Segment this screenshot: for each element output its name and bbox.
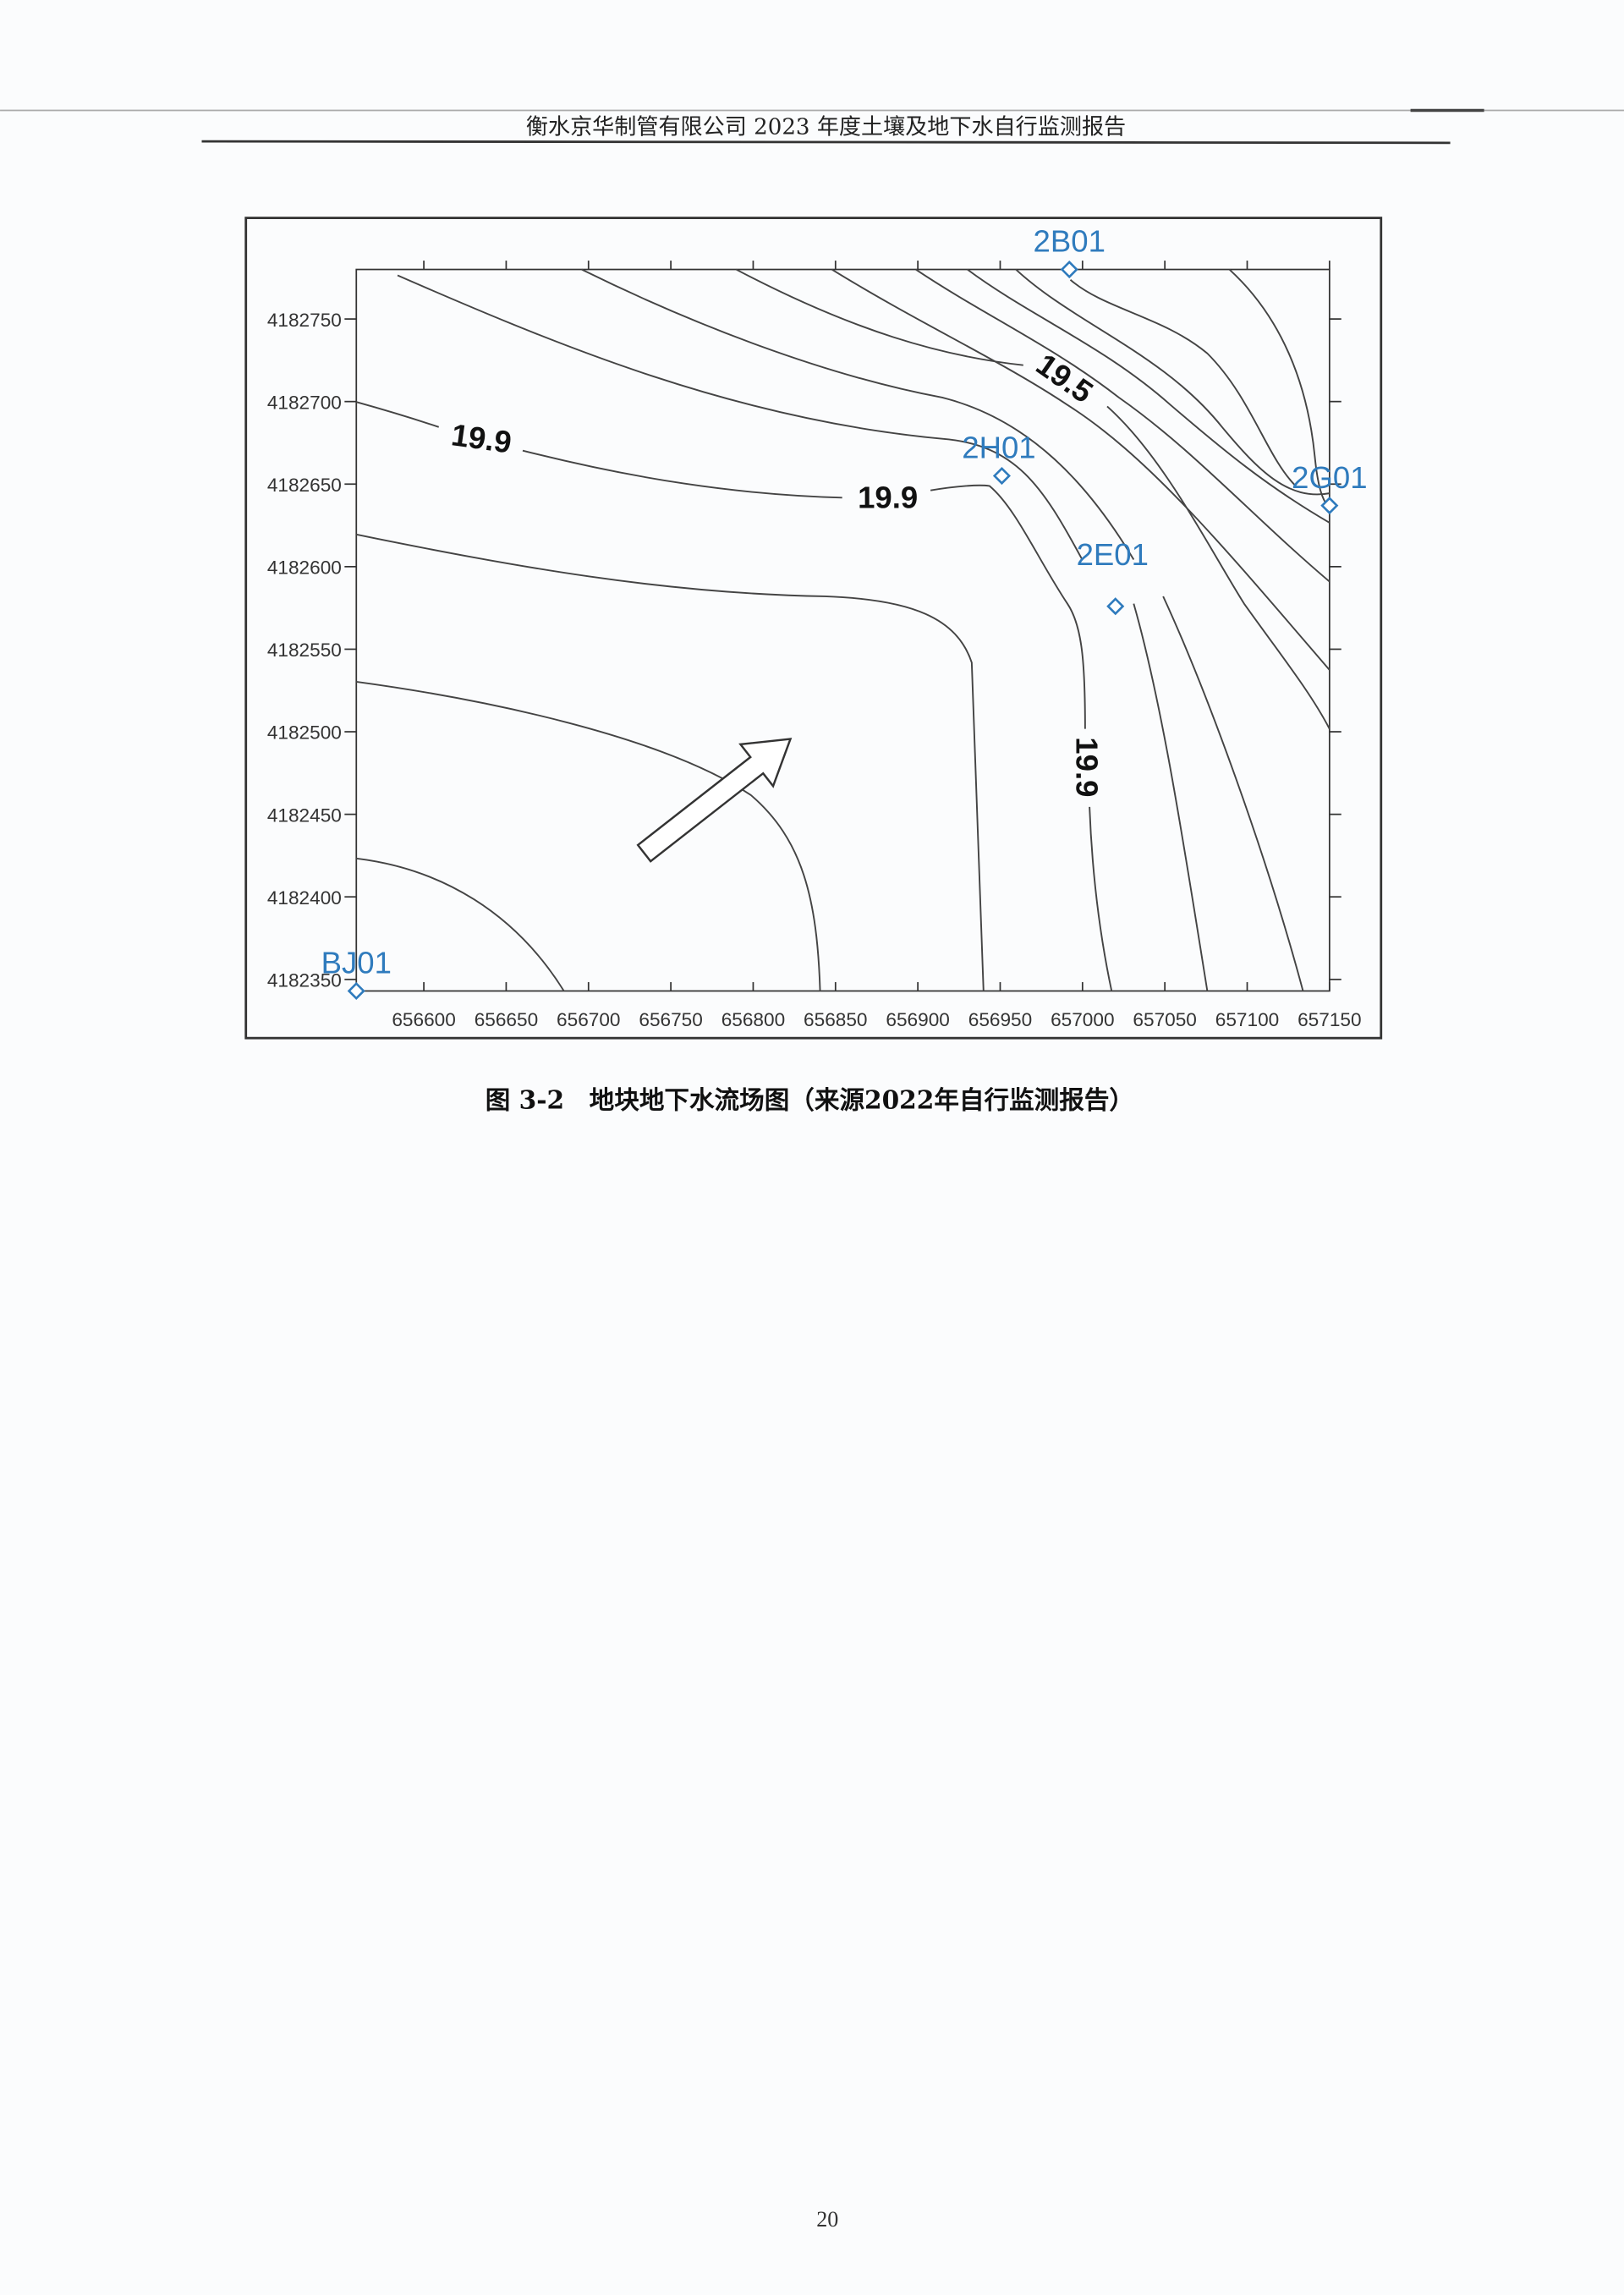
contour-line	[1228, 268, 1330, 509]
axes: 656600 656650 656700 656750 656800 656850 6569…	[267, 261, 1362, 1030]
contour-label: 19.5	[1030, 347, 1100, 409]
contour-chart: 656600 656650 656700 656750 656800 656850 6569…	[267, 224, 1368, 1031]
y-tick-label: 4182450	[267, 804, 342, 826]
well-marker-icon	[992, 466, 1011, 486]
y-tick-label: 4182600	[267, 557, 342, 579]
contour-line	[356, 680, 821, 991]
x-tick-label: 656800	[721, 1009, 785, 1030]
header-title: 衡水京华制管有限公司 2023 年度土壤及地下水自行监测报告	[526, 114, 1126, 140]
x-tick-label: 656700	[557, 1009, 620, 1030]
contour-line	[1015, 268, 1330, 496]
contour-line	[735, 268, 1330, 730]
well-marker-icon	[1320, 497, 1339, 515]
x-tick-label: 656850	[804, 1009, 867, 1030]
contour-line	[915, 268, 1330, 583]
contour-line	[397, 274, 1209, 991]
well-label: 2B01	[1034, 224, 1106, 259]
header-bottom-rule	[201, 140, 1451, 145]
x-tick-label: 656900	[886, 1009, 949, 1030]
y-tick-label: 4182750	[267, 310, 342, 331]
well-marker-icon	[347, 981, 365, 1001]
x-tick-label: 656750	[639, 1009, 702, 1030]
flow-direction-arrow-icon	[636, 738, 793, 863]
well-label: BJ01	[321, 946, 392, 980]
contour-line	[1069, 279, 1297, 487]
figure-frame	[244, 217, 1383, 1040]
y-tick-label: 4182700	[267, 392, 342, 413]
well-label: 2E01	[1077, 537, 1149, 572]
contour-label: 19.9	[858, 480, 918, 515]
contour-line	[356, 857, 565, 991]
x-tick-label: 656950	[968, 1009, 1032, 1030]
well-marker-icon	[1060, 260, 1078, 279]
contour-line	[581, 268, 1304, 991]
x-tick-label: 656650	[475, 1009, 538, 1030]
plot-area	[355, 268, 1330, 992]
contour-label: 19.9	[449, 417, 513, 460]
contour-labels: 19.9 19.9 19.5 19.9	[449, 347, 1104, 798]
x-tick-label: 657100	[1215, 1009, 1279, 1030]
page-number: 20	[816, 2207, 838, 2232]
well-marker-icon	[1106, 597, 1125, 616]
y-tick-label: 4182550	[267, 640, 342, 661]
well-label: 2H01	[962, 431, 1035, 465]
contour-line	[356, 401, 1113, 991]
x-tick-label: 656600	[392, 1009, 455, 1030]
well-label: 2G01	[1292, 460, 1367, 495]
x-tick-label: 657000	[1051, 1009, 1114, 1030]
contour-label: 19.9	[1069, 737, 1104, 797]
y-tick-label: 4182400	[267, 887, 342, 909]
y-tick-label: 4182500	[267, 722, 342, 744]
contour-lines	[356, 268, 1330, 991]
x-tick-label: 657150	[1298, 1009, 1361, 1030]
y-tick-label: 4182350	[267, 970, 342, 991]
y-tick-label: 4182650	[267, 475, 342, 496]
contour-line	[967, 268, 1330, 524]
figure-caption: 图 3-2 地块地下水流场图（来源2022年自行监测报告）	[486, 1085, 1134, 1115]
contour-line	[356, 533, 985, 991]
wells: 2B01 2H01 2G01 2E01 BJ01	[321, 224, 1368, 1001]
contour-line	[831, 268, 1330, 671]
x-tick-label: 657050	[1133, 1009, 1196, 1030]
